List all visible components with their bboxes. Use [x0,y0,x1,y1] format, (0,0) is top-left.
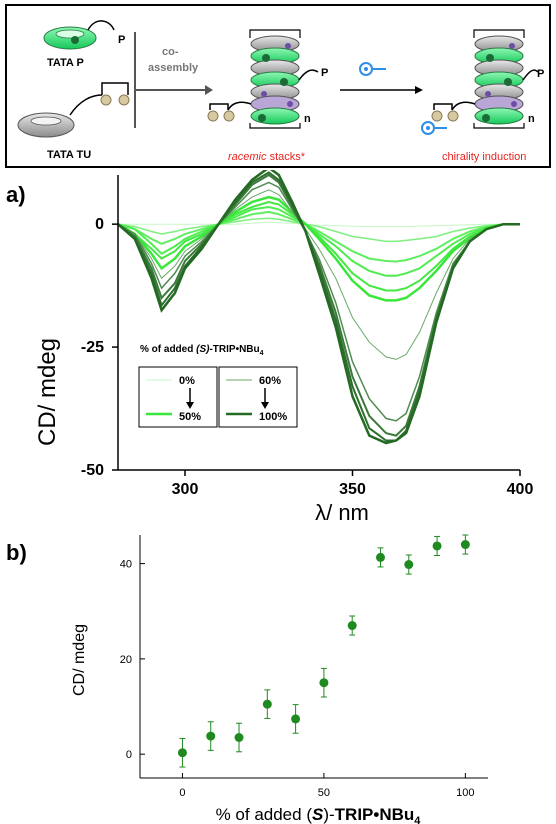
chiral-stack [421,29,539,135]
b-data-point [206,731,216,741]
coassembly-label-1: co- [162,46,179,58]
a-x-tick-label: 300 [172,481,199,498]
coassembly-label-2: assembly [148,62,199,74]
b-x-tick-label: 50 [318,787,330,799]
p-label-left: P [118,34,125,46]
b-data-point [432,541,442,551]
cd-series-5 [117,195,520,302]
induction-arrowhead [415,86,423,94]
tata-p-label: TATA P [47,57,84,69]
cd-series-2 [117,210,520,263]
cd-series-1 [117,217,520,243]
b-data-point [460,540,470,550]
b-y-axis-label: CD/ mdeg [71,624,88,696]
b-data-point [262,699,272,709]
a-x-tick-label: 350 [339,481,366,498]
cd-series-10 [117,170,520,445]
tata-tu-label: TATA TU [47,149,91,161]
b-data-point [375,552,385,562]
cd-titration-chart: 0 50 100 0 20 40 CD/ mdeg % of added (S)-TRIP… [71,534,488,824]
tata-p-disc [43,20,115,50]
b-data-point [319,678,329,688]
coassembly-arrowhead [205,85,213,95]
b-x-tick-label: 0 [179,787,185,799]
panel-a-label: a) [6,182,26,207]
b-y-tick-label: 0 [126,749,132,761]
a-legend-left-to: 50% [179,411,201,423]
p-label-right: P [537,68,544,80]
b-data-point [347,621,357,631]
a-y-tick-label: 0 [95,216,104,233]
panel-b-label: b) [6,540,27,565]
b-data-point [234,733,244,742]
a-legend-box-right [218,366,298,428]
b-x-axis-label: % of added (S)-TRIP•NBu4 [216,805,422,824]
chirality-label: chirality induction [442,151,526,163]
a-x-tick-label: 400 [507,481,534,498]
p-label-middle: P [321,67,328,79]
anion-icon [359,62,386,76]
tata-tu-disc [17,82,130,138]
b-y-tick-label: 40 [120,559,132,571]
a-legend-right-to: 100% [259,411,287,423]
n-label-right: n [528,113,535,125]
a-legend-left-from: 0% [179,375,195,387]
a-legend-right-from: 60% [259,375,281,387]
b-x-tick-label: 100 [456,787,474,799]
racemic-stack [207,29,319,129]
b-y-tick-label: 20 [120,654,132,666]
b-data-point [291,714,301,724]
a-x-axis-label: λ/ nm [315,500,369,525]
b-data-point [404,560,414,570]
cd-series-6 [117,189,520,360]
a-legend-title: % of added (S)-TRIP•NBu4 [140,344,264,357]
a-y-tick-label: -25 [81,339,104,356]
n-label-middle: n [304,113,311,125]
b-data-point [177,748,187,758]
a-legend-box-left [138,366,218,428]
a-y-axis-label: CD/ mdeg [34,338,61,446]
a-y-tick-label: -50 [81,462,104,479]
racemic-label: racemic stacks* [228,151,306,163]
scheme-box [5,4,551,168]
scheme-graphics: P TATA P TATA TU co- assembly P n [17,20,544,163]
cd-spectra-chart: 300 350 400 0 -25 -50 CD/ mdeg λ/ nm % of add… [34,170,534,525]
